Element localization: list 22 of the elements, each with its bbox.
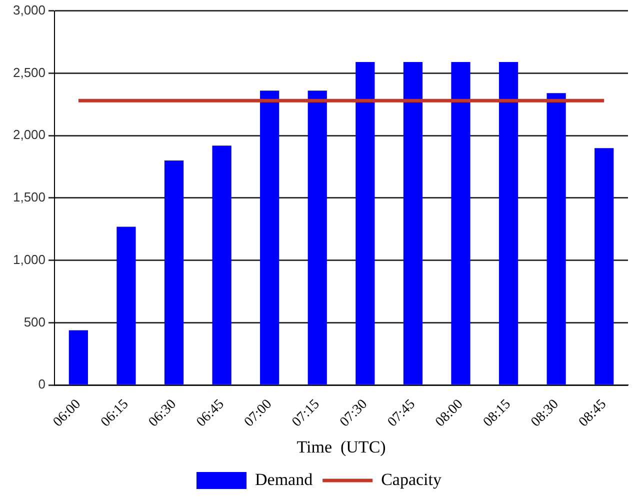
bar [451, 62, 470, 384]
bar [546, 93, 566, 384]
y-tick-label: 1,500 [12, 190, 46, 205]
bar [164, 160, 184, 384]
y-tick-label: 2,500 [12, 64, 46, 80]
bar [260, 90, 280, 384]
y-tick-label: 2,000 [12, 127, 46, 142]
bar [68, 330, 88, 384]
bar [594, 148, 614, 384]
x-axis-title: Time (UTC) [296, 437, 386, 456]
bar [212, 146, 232, 384]
y-tick-label: 500 [24, 314, 46, 330]
bar [498, 62, 518, 384]
bar [356, 62, 375, 384]
legend-label: Capacity [381, 470, 442, 489]
bar [308, 90, 327, 384]
y-tick-label: 3,000 [12, 2, 46, 18]
bar [116, 226, 136, 384]
y-tick-label: 1,000 [12, 252, 46, 267]
y-tick-label: 0 [38, 376, 46, 392]
bar [403, 62, 423, 384]
legend-label: Demand [254, 470, 314, 489]
